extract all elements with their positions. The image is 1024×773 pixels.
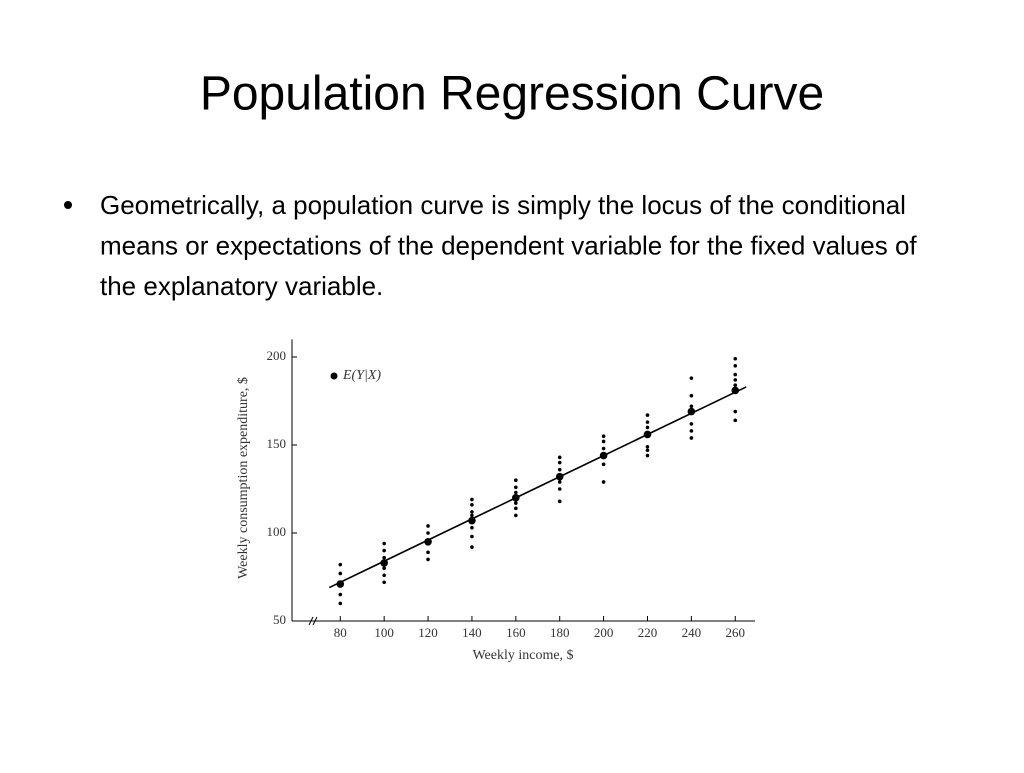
observation-point [645, 444, 650, 449]
observation-point [470, 545, 474, 549]
mean-point [731, 386, 740, 395]
observation-point [557, 499, 562, 504]
observation-point [382, 580, 386, 585]
observation-point [338, 592, 343, 597]
observation-point [601, 434, 606, 439]
observation-point [382, 566, 386, 570]
observation-point [733, 409, 738, 414]
observation-point [645, 453, 650, 458]
observation-point [689, 393, 694, 398]
legend-label: E(Y|X) [342, 368, 381, 383]
mean-point [424, 538, 432, 546]
observation-point [557, 460, 562, 465]
observation-point [733, 378, 738, 382]
bullet-text: Geometrically, a population curve is sim… [100, 190, 917, 301]
y-axis-label: Weekly consumption expenditure, $ [236, 377, 251, 579]
observation-point [470, 497, 474, 502]
observation-point [470, 534, 474, 539]
observation-point [733, 356, 738, 361]
mean-point [643, 430, 652, 439]
x-tick-label: 240 [682, 625, 702, 640]
observation-point [470, 513, 474, 518]
observation-point [645, 425, 650, 430]
observation-point [557, 487, 562, 491]
observation-point [338, 562, 343, 567]
observation-point [382, 548, 386, 553]
x-tick-label: 140 [462, 625, 482, 640]
x-axis-label: Weekly income, $ [472, 648, 573, 663]
observation-point [601, 480, 606, 484]
mean-point [687, 407, 696, 416]
observation-point [426, 524, 430, 528]
observation-point [645, 413, 650, 417]
x-tick-label: 220 [638, 625, 658, 640]
observation-point [601, 439, 606, 444]
slide-title: Population Regression Curve [200, 68, 824, 121]
observation-point [689, 376, 694, 380]
bullet-dot [64, 201, 72, 209]
observation-point [514, 501, 518, 505]
observation-point [514, 506, 518, 511]
observation-point [601, 446, 606, 451]
observation-point [689, 404, 694, 409]
observation-point [733, 418, 738, 423]
observation-point [426, 550, 430, 555]
observation-point [514, 485, 518, 490]
observation-point [689, 436, 694, 440]
observation-point [645, 448, 650, 453]
x-tick-label: 200 [594, 625, 614, 640]
observation-point [470, 525, 474, 530]
observation-point [514, 513, 518, 518]
observation-point [514, 490, 518, 495]
y-tick-label: 100 [267, 524, 287, 539]
observation-point [338, 571, 343, 576]
observation-point [470, 510, 474, 514]
mean-point [512, 494, 520, 502]
legend-marker [330, 372, 338, 380]
observation-point [382, 541, 386, 546]
regression-line [328, 386, 747, 589]
x-tick-label: 160 [506, 625, 526, 640]
observation-point [557, 480, 562, 484]
y-tick-label: 200 [267, 348, 287, 363]
mean-point [380, 559, 388, 567]
observation-point [382, 555, 386, 560]
observation-point [733, 364, 738, 368]
mean-point [336, 580, 345, 588]
observation-point [733, 383, 738, 387]
observation-point [426, 531, 430, 535]
observation-point [426, 557, 430, 562]
observation-point [645, 420, 650, 424]
observation-point [338, 601, 343, 606]
observation-point [733, 372, 738, 377]
mean-point [555, 472, 564, 481]
x-tick-label: 100 [374, 625, 394, 640]
x-tick-label: 180 [550, 625, 570, 640]
mean-point [599, 451, 608, 460]
observation-point [382, 573, 386, 578]
observation-point [689, 422, 694, 426]
y-tick-label: 50 [273, 612, 286, 627]
observation-point [514, 478, 518, 483]
mean-point [468, 516, 476, 525]
x-tick-label: 120 [418, 625, 438, 640]
observation-point [470, 503, 474, 507]
observation-point [557, 467, 562, 472]
x-tick-label: 80 [334, 625, 347, 640]
x-tick-label: 260 [726, 625, 746, 640]
observation-point [689, 429, 694, 433]
observation-point [601, 462, 606, 467]
y-tick-label: 150 [267, 436, 287, 451]
observation-point [557, 455, 562, 460]
